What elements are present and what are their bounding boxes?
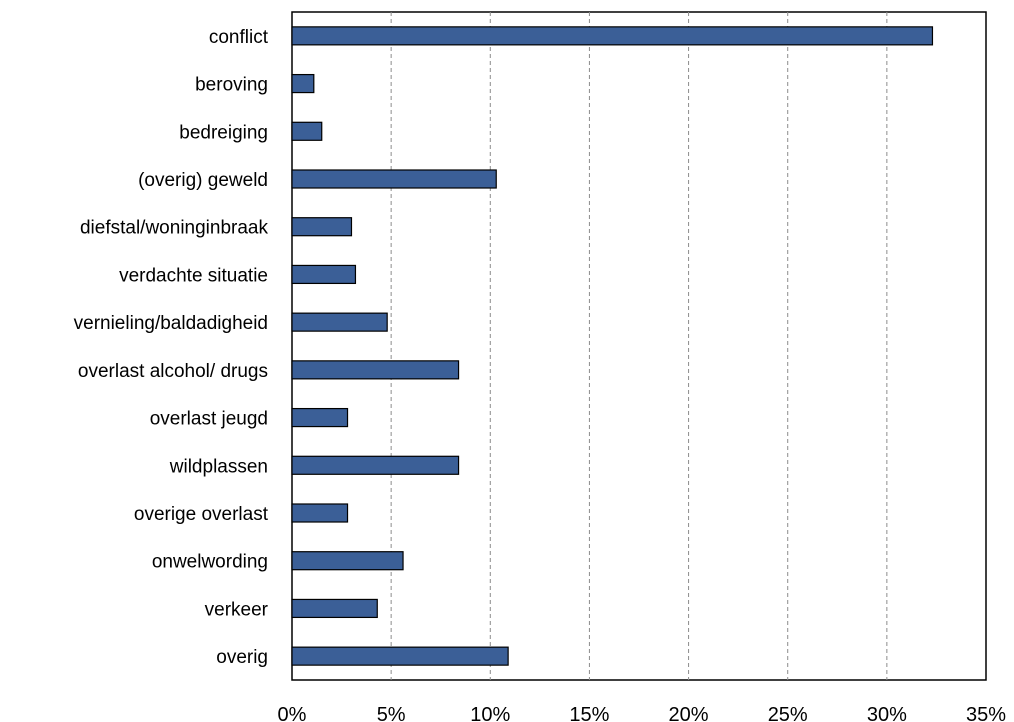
category-label: overlast jeugd (150, 409, 268, 430)
category-label: diefstal/woninginbraak (80, 218, 269, 239)
x-tick-label: 20% (669, 704, 709, 722)
x-tick-label: 35% (966, 704, 1006, 722)
bar (291, 26, 934, 46)
bar (291, 503, 349, 523)
category-label: (overig) geweld (138, 170, 268, 191)
bar (291, 217, 353, 237)
category-label: overig (216, 647, 268, 668)
bar (291, 455, 460, 475)
x-tick-label: 0% (278, 704, 307, 722)
x-tick-label: 30% (867, 704, 907, 722)
bar (291, 121, 323, 141)
bar (291, 264, 357, 285)
plot-area (291, 11, 987, 681)
bars (291, 26, 934, 666)
bar (291, 598, 378, 619)
category-label: overige overlast (134, 504, 269, 525)
x-tick-label: 10% (470, 704, 510, 722)
x-tick-label: 25% (768, 704, 808, 722)
x-tick-labels: 0% 5% 10% 15% 20% 25% 30% 35% (278, 704, 1007, 722)
bar (291, 407, 349, 428)
bar (291, 312, 388, 332)
category-label: beroving (195, 75, 268, 96)
category-label: verdachte situatie (119, 265, 268, 286)
category-label: overlast alcohol/ drugs (78, 361, 268, 382)
category-label: vernieling/baldadigheid (74, 313, 268, 334)
bar (291, 646, 509, 666)
category-label: onwelwording (152, 552, 268, 573)
bar (291, 169, 497, 189)
x-tick-label: 15% (569, 704, 609, 722)
category-label: verkeer (205, 599, 269, 620)
category-label: bedreiging (179, 122, 268, 143)
category-label: wildplassen (169, 456, 268, 477)
bar (291, 360, 460, 380)
bar (291, 73, 315, 94)
x-tick-label: 5% (377, 704, 406, 722)
bar (291, 551, 404, 571)
category-labels: conflict beroving bedreiging (overig) gewel… (74, 27, 269, 668)
category-label: conflict (209, 27, 269, 48)
